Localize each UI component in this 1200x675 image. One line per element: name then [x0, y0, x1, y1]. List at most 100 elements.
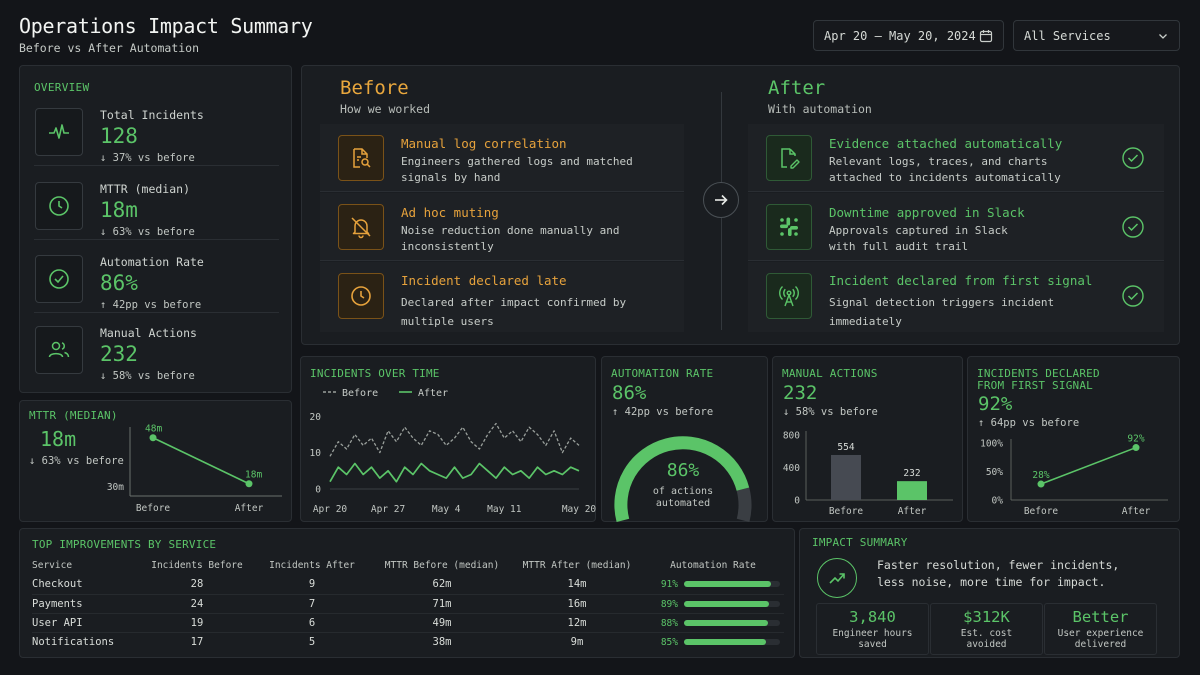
rate-bar-fill: [684, 600, 770, 607]
overview-item-total-incidents: Total Incidents 128 ↓ 37% vs before: [34, 102, 279, 166]
service-filter-value: All Services: [1024, 28, 1111, 43]
rate-bar-fill: [684, 581, 772, 588]
before-item-desc: Engineers gathered logs and matched sign…: [401, 155, 633, 184]
after-item-desc: Relevant logs, traces, and charts attach…: [829, 155, 1061, 184]
x-tick-label: After: [1122, 506, 1151, 517]
manual-value: 232: [783, 382, 818, 404]
before-subtitle: How we worked: [340, 102, 431, 116]
date-range-picker[interactable]: Apr 20 – May 20, 2024: [813, 20, 1004, 51]
column-header: Service: [32, 559, 73, 571]
impact-stat-cost: $312K Est. cost avoided: [930, 603, 1043, 655]
declared-title: FROM FIRST SIGNAL: [977, 379, 1093, 392]
mttr-line: [152, 437, 250, 485]
impact-stat-hours: 3,840 Engineer hours saved: [816, 603, 929, 655]
before-item-desc: Noise reduction done manually and incons…: [401, 224, 620, 253]
y-tick-label: 0: [794, 496, 800, 507]
file-search-icon: [338, 135, 384, 181]
table-cell: 71m: [372, 593, 512, 613]
column-header: Incidents Before: [151, 559, 243, 571]
table-cell: 7: [252, 593, 372, 613]
rate-bar-fill: [684, 619, 769, 626]
overview-item-automation-rate: Automation Rate 86% ↑ 42pp vs before: [34, 249, 279, 313]
y-tick-label: 30m: [107, 482, 124, 493]
column-header: MTTR After (median): [522, 559, 632, 571]
page-title: Operations Impact Summary: [19, 14, 313, 38]
column-header: Incidents After: [269, 559, 355, 571]
impact-text: less noise, more time for impact.: [877, 575, 1106, 589]
after-item: Downtime approved in Slack Approvals cap…: [748, 193, 1164, 261]
rate-label: 85%: [660, 636, 678, 648]
bar-after: [897, 481, 927, 500]
rate-bar: [684, 581, 780, 588]
impact-stat-ux: Better User experience delivered: [1044, 603, 1157, 655]
manual-title: MANUAL ACTIONS: [782, 367, 878, 380]
before-item: Incident declared late Declared after im…: [320, 262, 684, 332]
table-cell: 9m: [512, 631, 642, 651]
y-tick-label: 10: [310, 448, 322, 459]
impact-title: IMPACT SUMMARY: [812, 536, 908, 549]
data-label: 232: [903, 468, 920, 479]
declared-first-signal-panel: INCIDENTS DECLARED FROM FIRST SIGNAL 92%…: [967, 356, 1180, 522]
declared-title: INCIDENTS DECLARED: [977, 367, 1100, 380]
calendar-icon: [979, 29, 993, 42]
before-title: Before: [340, 77, 409, 99]
mttr-value: 18m: [40, 427, 77, 451]
column-header: MTTR Before (median): [384, 559, 500, 571]
data-point: [1132, 444, 1140, 452]
table-cell: Checkout: [32, 578, 83, 591]
table-cell: 6: [252, 612, 372, 632]
overview-value: 232: [100, 342, 138, 366]
rate-label: 91%: [660, 579, 678, 591]
series-line-after: [329, 462, 580, 483]
incidents-over-time-panel: INCIDENTS OVER TIME Before After 0 10 20 Ap…: [300, 356, 596, 522]
table-cell: 17: [142, 631, 252, 651]
table-header-row: Service Incidents Before Incidents After…: [32, 555, 784, 575]
improvements-title: TOP IMPROVEMENTS BY SERVICE: [32, 538, 217, 551]
pulse-icon: [35, 108, 83, 156]
y-tick-label: 800: [783, 431, 800, 442]
rate-bar: [684, 600, 780, 607]
overview-delta: ↓ 58% vs before: [100, 370, 195, 382]
table-cell: 28: [190, 578, 204, 591]
overview-delta: ↓ 37% vs before: [100, 152, 195, 164]
after-item-title: Incident declared from first signal: [829, 273, 1093, 288]
rate-bar-fill: [684, 638, 766, 645]
check-circle-icon: [1122, 216, 1144, 238]
data-point: [245, 480, 253, 488]
automation-rate-panel: AUTOMATION RATE 86% ↑ 42pp vs before 86%…: [601, 356, 768, 523]
table-cell: 9: [308, 578, 316, 591]
y-tick-label: 50%: [986, 467, 1003, 478]
before-item-title: Manual log correlation: [401, 136, 567, 151]
before-item: Manual log correlation Engineers gathere…: [320, 124, 684, 192]
after-item-desc: Approvals captured in Slack with full au…: [829, 224, 1008, 253]
table-row: Notifications 17 5 38m 9m 85%: [32, 631, 784, 651]
table-cell: 14m: [567, 578, 587, 591]
overview-value: 128: [100, 124, 138, 148]
after-title: After: [768, 77, 826, 99]
declared-chart: 0% 50% 100% 28% Before 92% After: [980, 434, 1168, 517]
impact-stat-label: delivered: [1074, 639, 1127, 650]
service-filter-select[interactable]: All Services: [1013, 20, 1180, 51]
manual-delta: ↓ 58% vs before: [783, 406, 878, 418]
x-tick-label: After: [898, 506, 927, 517]
overview-item-manual-actions: Manual Actions 232 ↓ 58% vs before: [34, 320, 279, 384]
automation-gauge: 86% of actions automated: [614, 436, 752, 523]
after-subtitle: With automation: [768, 102, 872, 116]
y-tick-label: 400: [783, 463, 800, 474]
y-tick-label: 0: [315, 485, 321, 496]
automation-rate-cell: 88%: [642, 612, 784, 632]
data-label: 92%: [1127, 434, 1144, 445]
overview-label: Manual Actions: [100, 326, 197, 340]
users-icon: [35, 326, 83, 374]
overview-item-mttr: MTTR (median) 18m ↓ 63% vs before: [34, 176, 279, 240]
table-row: User API 19 6 49m 12m 88%: [32, 612, 784, 632]
legend-after-label: After: [418, 388, 448, 399]
clock-icon: [338, 273, 384, 319]
overview-label: MTTR (median): [100, 182, 191, 196]
date-range-value: Apr 20 – May 20, 2024: [824, 28, 976, 43]
arrow-right-icon: [703, 182, 739, 218]
x-tick-label: After: [235, 503, 264, 514]
overview-value: 18m: [100, 198, 138, 222]
table-cell: User API: [32, 612, 142, 632]
improvements-table: Service Incidents Before Incidents After…: [32, 555, 784, 651]
